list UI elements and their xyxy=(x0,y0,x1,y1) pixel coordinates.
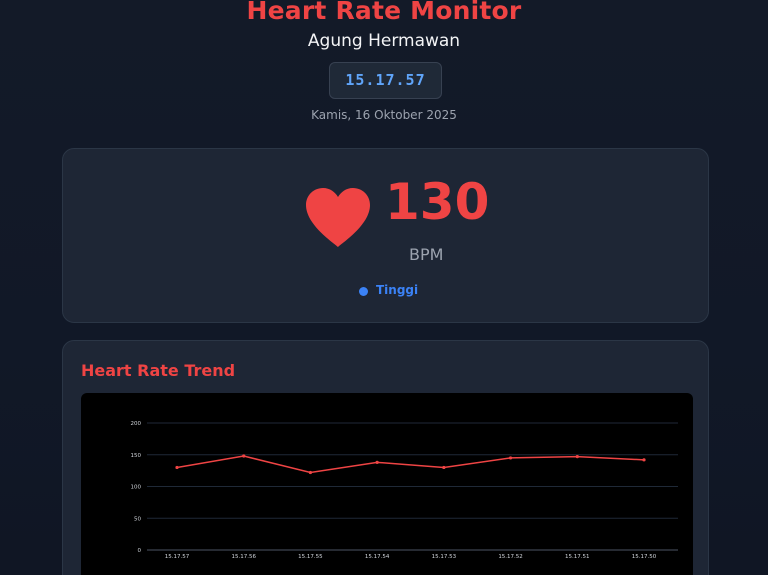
y-tick-label: 100 xyxy=(131,485,142,491)
x-tick-label: 15.17.51 xyxy=(565,554,590,560)
y-tick-label: 50 xyxy=(134,516,141,522)
x-tick-label: 15.17.52 xyxy=(498,554,522,560)
x-tick-label: 15.17.56 xyxy=(231,554,256,560)
y-tick-label: 0 xyxy=(138,548,142,554)
heart-icon xyxy=(306,188,370,247)
clock-display: 15.17.57 xyxy=(329,62,442,99)
bpm-unit: BPM xyxy=(409,245,444,264)
bpm-value: 130 xyxy=(385,173,490,231)
series-line xyxy=(176,455,645,474)
x-tick-label: 15.17.54 xyxy=(365,554,390,560)
date-display: Kamis, 16 Oktober 2025 xyxy=(311,108,457,122)
trend-title: Heart Rate Trend xyxy=(81,361,236,380)
page-title: Heart Rate Monitor xyxy=(246,0,522,25)
data-point xyxy=(375,460,379,464)
data-point xyxy=(642,458,646,462)
y-tick-label: 150 xyxy=(131,453,142,459)
user-name: Agung Hermawan xyxy=(307,31,461,51)
data-point xyxy=(442,465,446,470)
trend-card: Heart Rate Trend 0 50 100 150 200 15.17.57 15.… xyxy=(62,340,709,575)
status-label: Tinggi xyxy=(376,283,419,297)
trend-chart: 0 50 100 150 200 15.17.57 15.17.56 15.17.55 15.1… xyxy=(81,393,693,575)
data-point xyxy=(575,455,579,459)
x-tick-label: 15.17.53 xyxy=(432,554,457,560)
x-tick-label: 15.17.55 xyxy=(298,554,323,560)
data-point xyxy=(508,456,513,460)
trend-chart-svg: 0 50 100 150 200 15.17.57 15.17.56 15.17.55 15.1… xyxy=(131,421,678,560)
heart-rate-card: 130 BPM Tinggi xyxy=(62,148,709,323)
data-point xyxy=(308,470,313,475)
y-tick-label: 200 xyxy=(131,421,142,427)
x-tick-label: 15.17.50 xyxy=(632,554,657,560)
status-dot-icon xyxy=(359,287,368,296)
data-point xyxy=(242,454,246,458)
data-point xyxy=(175,465,179,470)
x-tick-label: 15.17.57 xyxy=(165,554,190,560)
